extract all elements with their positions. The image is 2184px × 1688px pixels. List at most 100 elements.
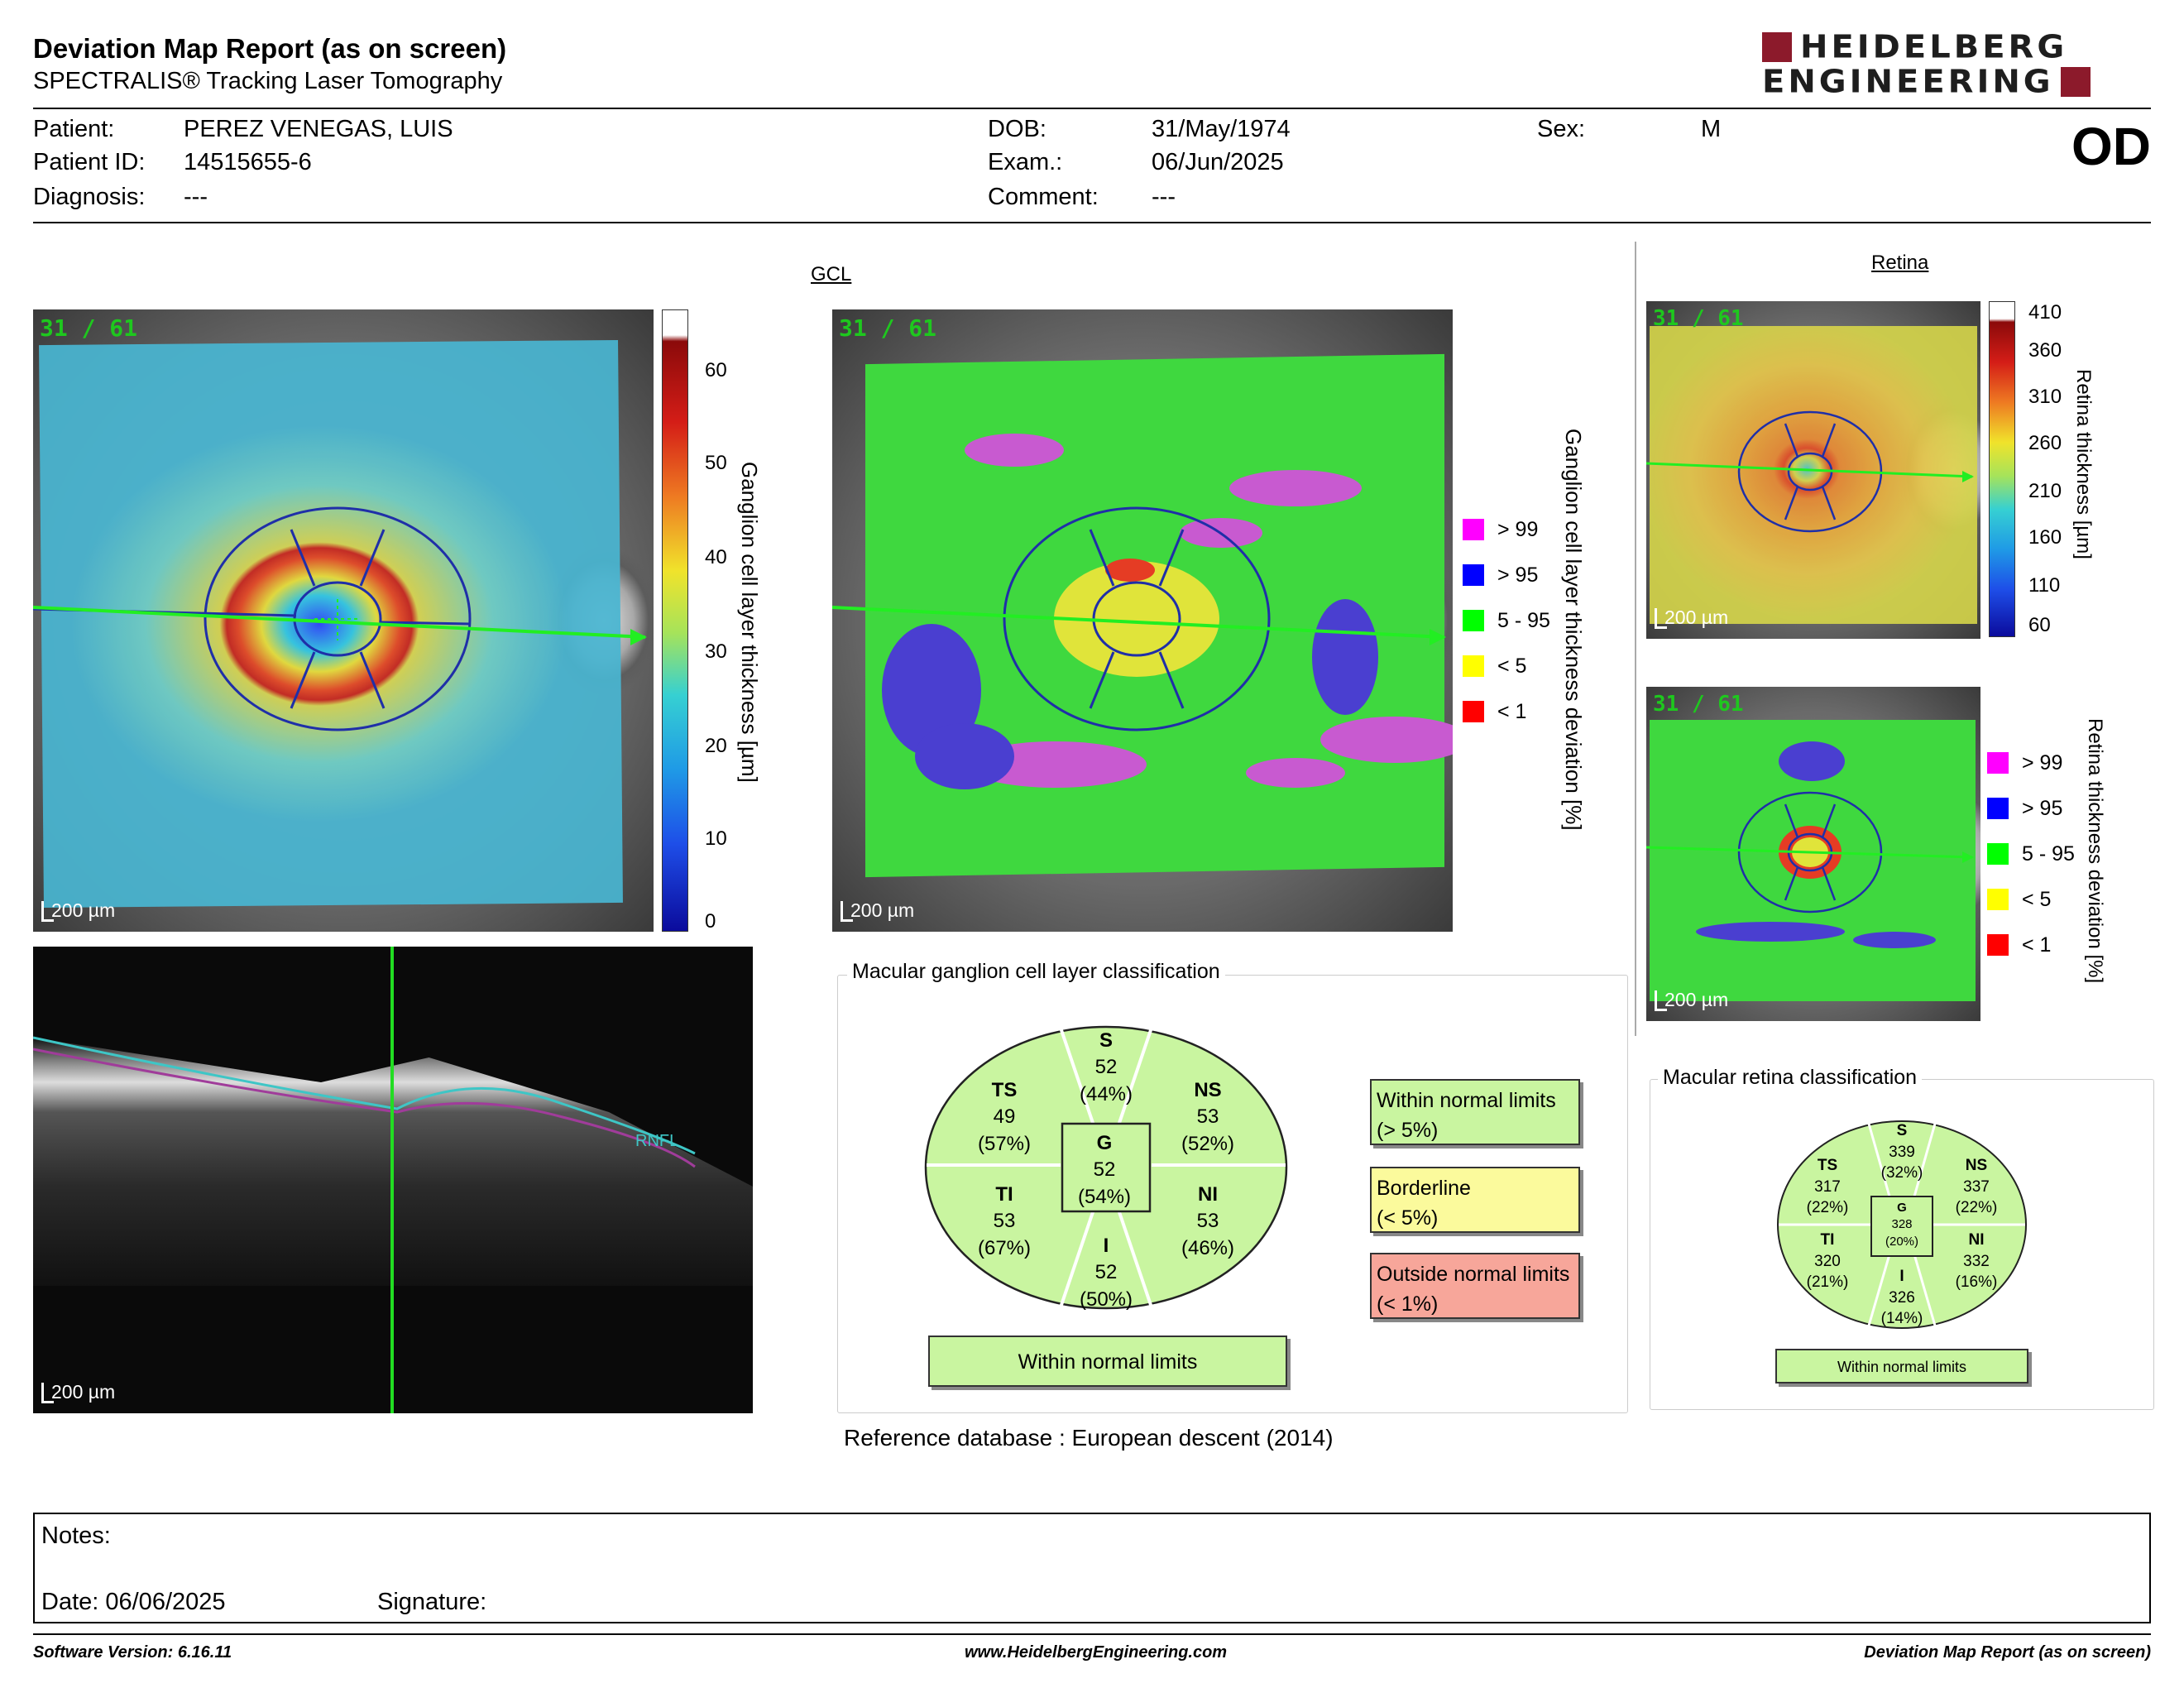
etdrs-grid	[1646, 410, 1974, 533]
sector-i: I 52 (50%)	[1079, 1235, 1133, 1311]
etdrs-grid	[832, 506, 1446, 731]
legend-label: 5 - 95	[2022, 842, 2075, 866]
retina-sector-chart	[1777, 1120, 2027, 1329]
patient-label: Patient:	[33, 116, 115, 142]
legend-label: < 5	[2022, 887, 2052, 911]
colorbar-tick: 310	[2028, 386, 2062, 408]
signature-label: Signature:	[377, 1589, 487, 1615]
legend-swatch	[1987, 889, 2009, 910]
retina-thickness-colorbar	[1989, 301, 2015, 637]
scale-bar: 200 µm	[1655, 607, 1728, 629]
legend-within-normal: Within normal limits (> 5%)	[1370, 1079, 1580, 1145]
exam-label: Exam.:	[988, 149, 1063, 175]
notes-date: Date: 06/06/2025	[41, 1589, 226, 1615]
colorbar-tick: 10	[705, 827, 727, 850]
legend-label: > 99	[2022, 750, 2063, 774]
scan-arrow-icon	[1962, 471, 1974, 482]
scan-arrow-icon	[1430, 629, 1446, 645]
report-subtitle: SPECTRALIS® Tracking Laser Tomography	[33, 68, 503, 94]
etdrs-grid	[33, 506, 647, 731]
gcl-deviation-legend: > 99 > 95 5 - 95 < 5 < 1	[1463, 516, 1550, 725]
legend-label: > 95	[1497, 563, 1539, 587]
sector-ts: TS 49 (57%)	[977, 1079, 1032, 1155]
gcl-classification-panel	[837, 975, 1628, 1413]
gcl-section-title: GCL	[811, 263, 852, 285]
oct-bscan: RNFL 200 µm	[33, 947, 753, 1413]
website-link[interactable]: www.HeidelbergEngineering.com	[965, 1643, 1228, 1662]
retina-deviation-legend: > 99 > 95 5 - 95 < 5 < 1	[1987, 750, 2075, 958]
legend-swatch	[1463, 564, 1484, 586]
colorbar-tick: 410	[2028, 301, 2062, 324]
legend-label: 5 - 95	[1497, 608, 1550, 632]
colorbar-tick: 0	[705, 910, 716, 933]
retina-deviation-map: 31 / 61 200 µm	[1646, 687, 1980, 1021]
scale-bar: 200 µm	[841, 899, 914, 922]
retina-section-title: Retina	[1871, 252, 1929, 274]
retina-deviation-axis-label: Retina thickness deviation [%]	[2084, 718, 2106, 984]
retina-classification-title: Macular retina classification	[1658, 1066, 1923, 1090]
colorbar-tick: 40	[705, 546, 727, 568]
report-title: Deviation Map Report (as on screen)	[33, 33, 507, 64]
colorbar-tick: 210	[2028, 480, 2062, 502]
sector-g: G 328 (20%)	[1885, 1201, 1918, 1249]
scan-line	[832, 606, 1445, 639]
sex-label: Sex:	[1537, 116, 1586, 142]
logo-square-icon	[1762, 32, 1792, 62]
sector-ti: TI 53 (67%)	[977, 1183, 1032, 1259]
gcl-sector-chart	[924, 1025, 1288, 1310]
retina-result-box: Within normal limits	[1775, 1349, 2028, 1383]
retina-thickness-axis-label: Retina thickness [µm]	[2072, 369, 2095, 559]
gcl-thickness-colorbar	[662, 309, 688, 932]
sector-i: I 326 (14%)	[1880, 1268, 1923, 1328]
patient-id: 14515655-6	[184, 149, 312, 175]
exam-date: 06/Jun/2025	[1152, 149, 1284, 175]
sector-ni: NI 53 (46%)	[1181, 1183, 1235, 1259]
sector-ns: NS 337 (22%)	[1955, 1157, 1998, 1217]
scale-bar: 200 µm	[41, 1381, 115, 1403]
colorbar-tick: 50	[705, 452, 727, 474]
gcl-deviation-axis-label: Ganglion cell layer thickness deviation …	[1561, 429, 1586, 831]
colorbar-tick: 20	[705, 735, 727, 757]
patient-name: PEREZ VENEGAS, LUIS	[184, 116, 453, 142]
legend-label: > 99	[1497, 517, 1539, 541]
retina-thickness-map: 31 / 61 200 µm	[1646, 301, 1980, 639]
scan-line	[1646, 846, 1973, 859]
eye-indicator: OD	[2071, 117, 2151, 176]
sector-ns: NS 53 (52%)	[1181, 1079, 1235, 1155]
sector-s: S 52 (44%)	[1079, 1029, 1133, 1105]
rnfl-label: RNFL	[635, 1132, 679, 1150]
sector-g: G 52 (54%)	[1077, 1132, 1132, 1208]
legend-label: < 1	[2022, 933, 2052, 957]
deviation-patches	[882, 434, 1453, 789]
scan-arrow-icon	[630, 629, 647, 645]
comment-label: Comment:	[988, 184, 1099, 210]
scan-line	[1646, 462, 1973, 478]
scale-bar: 200 µm	[41, 899, 115, 922]
legend-label: < 5	[1497, 654, 1527, 678]
sector-ts: TS 317 (22%)	[1806, 1157, 1849, 1217]
legend-swatch	[1463, 519, 1484, 540]
layer-segmentation	[33, 947, 696, 1413]
gcl-deviation-map: 31 / 61 200 µm	[832, 309, 1453, 932]
dob-value: 31/May/1974	[1152, 116, 1291, 142]
scale-bar: 200 µm	[1655, 989, 1728, 1011]
sector-ni: NI 332 (16%)	[1955, 1231, 1998, 1292]
colorbar-tick: 360	[2028, 339, 2062, 362]
etdrs-grid	[1646, 791, 1974, 914]
legend-swatch	[1987, 798, 2009, 819]
reference-database: Reference database : European descent (2…	[844, 1425, 1334, 1451]
logo-line-1: HEIDELBERG	[1800, 29, 2068, 65]
notes-box: Notes: Date: 06/06/2025 Signature:	[33, 1513, 2151, 1623]
scan-line	[33, 606, 646, 639]
legend-outside-normal: Outside normal limits (< 1%)	[1370, 1253, 1580, 1319]
logo-line-2: ENGINEERING	[1762, 64, 2054, 100]
colorbar-tick: 260	[2028, 432, 2062, 454]
gcl-result-box: Within normal limits	[928, 1336, 1287, 1387]
gcl-classification-title: Macular ganglion cell layer classificati…	[847, 960, 1225, 984]
patient-divider	[33, 222, 2151, 223]
dob-label: DOB:	[988, 116, 1046, 142]
legend-borderline: Borderline (< 5%)	[1370, 1167, 1580, 1233]
colorbar-tick: 110	[2028, 574, 2061, 597]
frame-counter: 31 / 61	[1653, 692, 1744, 717]
diagnosis-label: Diagnosis:	[33, 184, 146, 210]
